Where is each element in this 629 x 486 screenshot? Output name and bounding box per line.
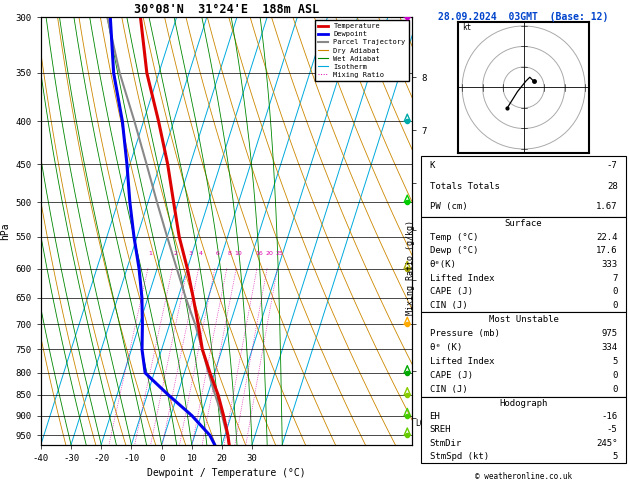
Text: 28: 28 xyxy=(607,182,618,191)
Text: Hodograph: Hodograph xyxy=(499,399,548,408)
Text: PW (cm): PW (cm) xyxy=(430,202,467,211)
Text: 5: 5 xyxy=(612,452,618,461)
Title: 30°08'N  31°24'E  188m ASL: 30°08'N 31°24'E 188m ASL xyxy=(134,3,319,16)
Text: 20: 20 xyxy=(265,251,274,256)
Text: EH: EH xyxy=(430,412,440,421)
Text: 2: 2 xyxy=(173,251,177,256)
Text: SREH: SREH xyxy=(430,425,451,434)
Text: 16: 16 xyxy=(255,251,263,256)
Text: 17.6: 17.6 xyxy=(596,246,618,255)
Text: LCL: LCL xyxy=(416,419,430,428)
Text: -7: -7 xyxy=(607,161,618,170)
Text: 334: 334 xyxy=(601,343,618,352)
Text: 333: 333 xyxy=(601,260,618,269)
Text: Temp (°C): Temp (°C) xyxy=(430,233,478,242)
Text: Dewp (°C): Dewp (°C) xyxy=(430,246,478,255)
Text: CAPE (J): CAPE (J) xyxy=(430,371,472,380)
Text: 0: 0 xyxy=(612,385,618,394)
Text: 3: 3 xyxy=(188,251,192,256)
Text: θᵉ (K): θᵉ (K) xyxy=(430,343,462,352)
Text: 1.67: 1.67 xyxy=(596,202,618,211)
Text: 7: 7 xyxy=(612,274,618,283)
Text: 0: 0 xyxy=(612,301,618,310)
Text: Totals Totals: Totals Totals xyxy=(430,182,499,191)
Text: 28.09.2024  03GMT  (Base: 12): 28.09.2024 03GMT (Base: 12) xyxy=(438,12,609,22)
Text: Lifted Index: Lifted Index xyxy=(430,357,494,366)
Text: K: K xyxy=(430,161,435,170)
Legend: Temperature, Dewpoint, Parcel Trajectory, Dry Adiabat, Wet Adiabat, Isotherm, Mi: Temperature, Dewpoint, Parcel Trajectory… xyxy=(314,20,408,81)
Bar xyxy=(421,217,626,312)
Text: 0: 0 xyxy=(612,287,618,296)
Text: 6: 6 xyxy=(215,251,220,256)
Text: Surface: Surface xyxy=(505,219,542,228)
Text: Mixing Ratio (g/kg): Mixing Ratio (g/kg) xyxy=(406,220,415,315)
Text: -5: -5 xyxy=(607,425,618,434)
Text: StmSpd (kt): StmSpd (kt) xyxy=(430,452,489,461)
Text: 245°: 245° xyxy=(596,438,618,448)
Bar xyxy=(421,156,626,217)
Text: CAPE (J): CAPE (J) xyxy=(430,287,472,296)
Text: 4: 4 xyxy=(199,251,203,256)
Text: 10: 10 xyxy=(235,251,243,256)
Text: 25: 25 xyxy=(276,251,284,256)
Text: Lifted Index: Lifted Index xyxy=(430,274,494,283)
Text: 5: 5 xyxy=(612,357,618,366)
Text: © weatheronline.co.uk: © weatheronline.co.uk xyxy=(475,471,572,481)
Text: θᵉ(K): θᵉ(K) xyxy=(430,260,457,269)
Bar xyxy=(421,312,626,397)
Bar xyxy=(421,397,626,463)
Text: StmDir: StmDir xyxy=(430,438,462,448)
X-axis label: Dewpoint / Temperature (°C): Dewpoint / Temperature (°C) xyxy=(147,469,306,478)
Y-axis label: hPa: hPa xyxy=(0,222,10,240)
Text: Pressure (mb): Pressure (mb) xyxy=(430,329,499,338)
Text: kt: kt xyxy=(462,23,471,32)
Text: 975: 975 xyxy=(601,329,618,338)
Text: 0: 0 xyxy=(612,371,618,380)
Text: -16: -16 xyxy=(601,412,618,421)
Text: CIN (J): CIN (J) xyxy=(430,301,467,310)
Text: CIN (J): CIN (J) xyxy=(430,385,467,394)
Text: 8: 8 xyxy=(227,251,231,256)
Text: 1: 1 xyxy=(148,251,153,256)
Text: Most Unstable: Most Unstable xyxy=(489,315,559,324)
Text: 22.4: 22.4 xyxy=(596,233,618,242)
Y-axis label: km
ASL: km ASL xyxy=(429,223,448,239)
